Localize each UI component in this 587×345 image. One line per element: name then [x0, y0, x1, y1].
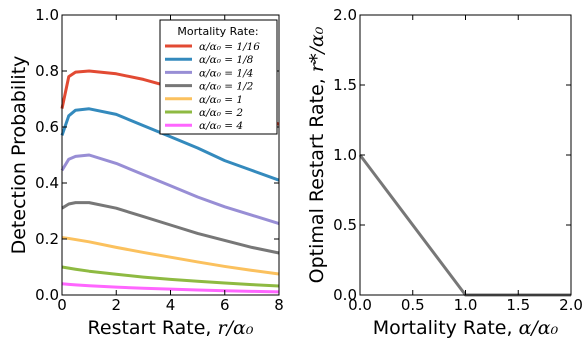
- x-tick-label: 1.5: [506, 296, 530, 314]
- y-tick-label: 1.5: [333, 76, 357, 94]
- x-tick-label: 0: [57, 296, 67, 314]
- legend-label-2: α/α₀ = 1/8: [199, 54, 254, 66]
- legend-label-3: α/α₀ = 1/4: [199, 67, 253, 79]
- x-axis-label: Restart Rate, r/α₀: [88, 317, 254, 339]
- x-tick-label: 8: [274, 296, 284, 314]
- y-tick-label: 0.4: [35, 174, 59, 192]
- legend-label-5: α/α₀ = 1: [199, 94, 243, 106]
- legend: Mortality Rate:α/α₀ = 1/16α/α₀ = 1/8α/α₀…: [159, 19, 278, 135]
- y-axis-label: Optimal Restart Rate, r*/α₀: [306, 26, 328, 283]
- x-tick-label: 2.0: [559, 296, 583, 314]
- series-line-4: [61, 201, 280, 255]
- y-tick-label: 0.5: [333, 216, 357, 234]
- y-tick-label: 2.0: [333, 6, 357, 24]
- y-tick-label: 0.8: [35, 62, 59, 80]
- y-tick-label: 0.0: [35, 286, 59, 304]
- x-tick-label: 0.0: [348, 296, 372, 314]
- axes-frame: [359, 14, 572, 296]
- y-tick-label: 1.0: [35, 6, 59, 24]
- x-tick-label: 6: [220, 296, 230, 314]
- legend-label-1: α/α₀ = 1/16: [199, 41, 260, 53]
- y-tick-label: 1.0: [333, 146, 357, 164]
- x-tick-label: 1.0: [454, 296, 478, 314]
- series-line-2: [60, 107, 280, 182]
- legend-label-4: α/α₀ = 1/2: [199, 81, 254, 93]
- y-tick-label: 0.2: [35, 230, 59, 248]
- detection-probability-chart: 0 2 4 6 8 0.0 0.2 0.4 0.6 0.8 1.0 Restart Rate, r/α…: [8, 6, 284, 339]
- series-line-7: [61, 282, 280, 294]
- legend-frame: [159, 19, 278, 135]
- series-line-3: [60, 153, 280, 226]
- x-axis-label: Mortality Rate, α/α₀: [373, 317, 559, 339]
- legend-label-7: α/α₀ = 4: [199, 120, 243, 132]
- series-line-6: [61, 265, 280, 288]
- optimal-restart-rate-chart: 0.0 0.5 1.0 1.5 2.00.00.51.01.52.0Mortality …: [306, 6, 583, 339]
- y-axis-label: Detection Probability: [8, 56, 30, 255]
- y-tick-label: 0.6: [35, 118, 59, 136]
- x-tick-label: 2: [111, 296, 121, 314]
- legend-title: Mortality Rate:: [177, 25, 258, 38]
- legend-label-6: α/α₀ = 2: [199, 107, 243, 119]
- y-tick-label: 0.0: [333, 286, 357, 304]
- x-tick-label: 4: [166, 296, 176, 314]
- series-line-1: [358, 154, 571, 297]
- x-tick-label: 0.5: [401, 296, 425, 314]
- series-line-5: [61, 236, 280, 276]
